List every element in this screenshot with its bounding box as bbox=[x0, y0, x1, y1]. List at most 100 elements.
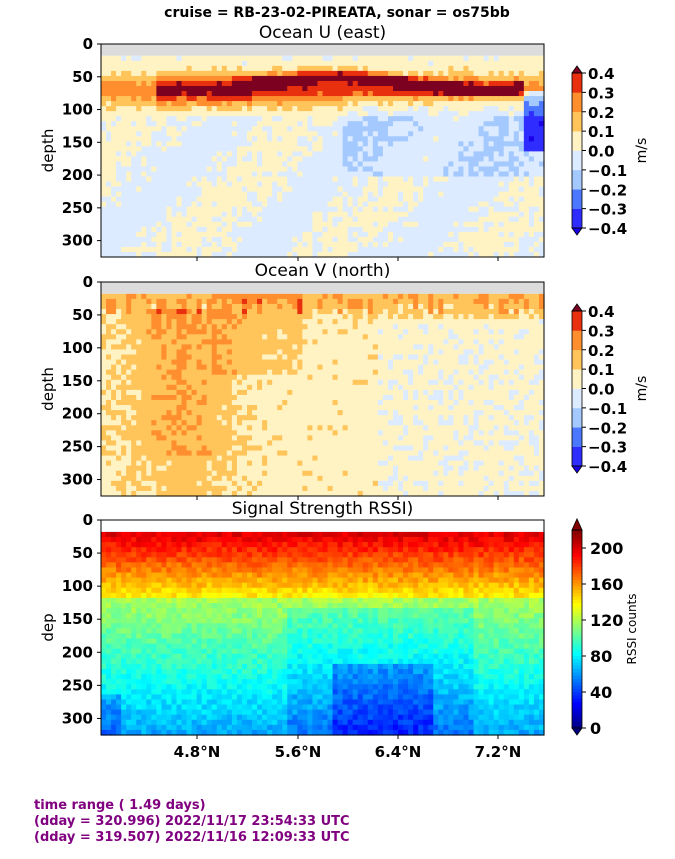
heatmap-cell bbox=[242, 319, 248, 325]
heatmap-cell bbox=[101, 440, 107, 446]
heatmap-cell bbox=[187, 405, 193, 411]
heatmap-cell bbox=[423, 116, 429, 122]
heatmap-cell bbox=[272, 116, 278, 122]
heatmap-cell bbox=[509, 197, 515, 203]
heatmap-cell bbox=[438, 151, 444, 157]
heatmap-cell bbox=[227, 222, 233, 228]
heatmap-cell bbox=[217, 96, 223, 102]
heatmap-cell bbox=[156, 355, 162, 361]
heatmap-cell bbox=[207, 349, 213, 355]
heatmap-cell bbox=[403, 232, 409, 238]
heatmap-cell bbox=[302, 71, 308, 77]
heatmap-cell bbox=[413, 202, 419, 208]
heatmap-cell bbox=[297, 71, 303, 77]
heatmap-cell bbox=[433, 202, 439, 208]
heatmap-cell bbox=[489, 247, 495, 253]
heatmap-cell bbox=[519, 116, 525, 122]
heatmap-cell bbox=[353, 146, 359, 152]
heatmap-cell bbox=[187, 425, 193, 431]
heatmap-cell bbox=[494, 76, 500, 82]
heatmap-cell bbox=[177, 126, 183, 132]
heatmap-cell bbox=[177, 66, 183, 72]
heatmap-cell bbox=[438, 146, 444, 152]
heatmap-cell bbox=[141, 390, 147, 396]
heatmap-cell bbox=[111, 222, 117, 228]
heatmap-cell bbox=[292, 161, 298, 167]
heatmap-cell bbox=[277, 156, 283, 162]
heatmap-cell bbox=[161, 161, 167, 167]
heatmap-cell bbox=[267, 222, 273, 228]
heatmap-cell bbox=[333, 237, 339, 243]
heatmap-cell bbox=[131, 329, 137, 335]
heatmap-cell bbox=[212, 101, 218, 107]
heatmap-cell bbox=[111, 136, 117, 142]
heatmap-cell bbox=[161, 207, 167, 213]
heatmap-cell bbox=[202, 121, 208, 127]
heatmap-cell bbox=[197, 182, 203, 188]
heatmap-cell bbox=[514, 91, 520, 97]
heatmap-cell bbox=[166, 400, 172, 406]
heatmap-cell bbox=[453, 161, 459, 167]
heatmap-cell bbox=[161, 101, 167, 107]
heatmap-cell bbox=[398, 56, 404, 62]
heatmap-cell bbox=[484, 192, 490, 198]
heatmap-cell bbox=[252, 237, 258, 243]
heatmap-cell bbox=[197, 217, 203, 223]
heatmap-cell bbox=[222, 177, 228, 183]
heatmap-cell bbox=[413, 212, 419, 218]
heatmap-cell bbox=[333, 101, 339, 107]
heatmap-cell bbox=[519, 187, 525, 193]
heatmap-cell bbox=[484, 207, 490, 213]
heatmap-cell bbox=[312, 61, 318, 67]
heatmap-cell bbox=[247, 380, 253, 386]
heatmap-cell bbox=[499, 146, 505, 152]
heatmap-cell bbox=[146, 355, 152, 361]
heatmap-cell bbox=[207, 202, 213, 208]
heatmap-cell bbox=[433, 61, 439, 67]
heatmap-cell bbox=[217, 476, 223, 482]
heatmap-cell bbox=[151, 410, 157, 416]
heatmap-cell bbox=[338, 247, 344, 253]
heatmap-cell bbox=[192, 247, 198, 253]
heatmap-cell bbox=[141, 131, 147, 137]
heatmap-cell bbox=[529, 212, 535, 218]
heatmap-cell bbox=[277, 294, 283, 300]
heatmap-cell bbox=[378, 111, 384, 117]
heatmap-cell bbox=[177, 222, 183, 228]
heatmap-cell bbox=[534, 161, 540, 167]
heatmap-cell bbox=[252, 166, 258, 172]
heatmap-cell bbox=[131, 217, 137, 223]
heatmap-cell bbox=[116, 146, 122, 152]
heatmap-cell bbox=[237, 486, 243, 492]
heatmap-cell bbox=[156, 314, 162, 320]
heatmap-cell bbox=[458, 217, 464, 223]
heatmap-cell bbox=[247, 400, 253, 406]
heatmap-cell bbox=[499, 56, 505, 62]
heatmap-cell bbox=[177, 304, 183, 310]
heatmap-cell bbox=[519, 121, 525, 127]
heatmap-cell bbox=[161, 349, 167, 355]
heatmap-cell bbox=[317, 66, 323, 72]
heatmap-cell bbox=[156, 471, 162, 477]
heatmap-cell bbox=[257, 349, 263, 355]
heatmap-cell bbox=[338, 121, 344, 127]
heatmap-cell bbox=[489, 161, 495, 167]
heatmap-cell bbox=[333, 232, 339, 238]
heatmap-cell bbox=[106, 420, 112, 426]
heatmap-cell bbox=[121, 304, 127, 310]
heatmap-cell bbox=[121, 385, 127, 391]
heatmap-cell bbox=[323, 232, 329, 238]
heatmap-cell bbox=[328, 136, 334, 142]
heatmap-cell bbox=[111, 131, 117, 137]
heatmap-cell bbox=[353, 222, 359, 228]
heatmap-cell bbox=[136, 400, 142, 406]
heatmap-cell bbox=[222, 76, 228, 82]
heatmap-cell bbox=[207, 390, 213, 396]
heatmap-cell bbox=[242, 106, 248, 112]
heatmap-cell bbox=[418, 202, 424, 208]
heatmap-cell bbox=[408, 242, 414, 248]
heatmap-cell bbox=[519, 207, 525, 213]
heatmap-cell bbox=[413, 91, 419, 97]
heatmap-cell bbox=[146, 192, 152, 198]
heatmap-cell bbox=[438, 111, 444, 117]
